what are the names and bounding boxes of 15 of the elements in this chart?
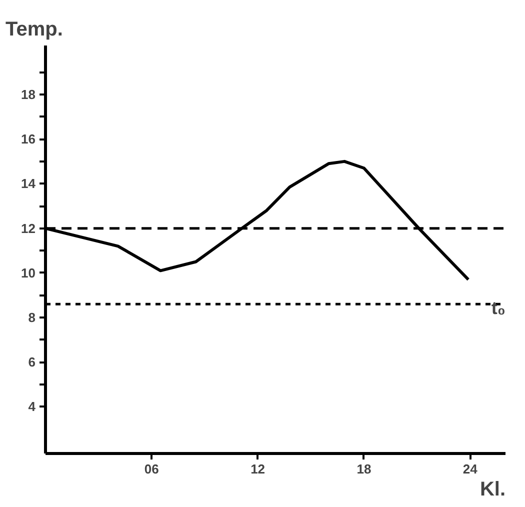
y-tick-label: 16 — [21, 132, 36, 147]
y-tick-label: 12 — [21, 220, 36, 236]
y-tick-label: 6 — [28, 354, 36, 370]
x-tick-label: 12 — [250, 462, 266, 476]
x-tick-label: 06 — [144, 462, 159, 476]
y-tick-label: 4 — [28, 399, 36, 414]
x-tick-label: 24 — [462, 462, 478, 476]
x-tick-label: 18 — [356, 462, 372, 476]
y-tick-label: 14 — [21, 176, 36, 192]
y-tick-label: 8 — [28, 310, 36, 325]
y-axis-title: Temp. — [6, 18, 63, 40]
x-axis-title: Kl. — [480, 478, 506, 500]
y-tick-label: 10 — [21, 265, 36, 280]
ref-line-label: t₀ — [491, 298, 506, 318]
y-tick-label: 18 — [21, 87, 36, 102]
